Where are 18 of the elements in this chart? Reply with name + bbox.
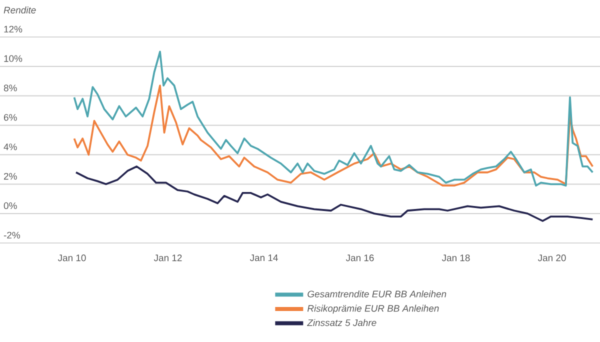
- y-tick-label: -2%: [4, 232, 20, 238]
- x-tick-label: Jan 18: [442, 254, 470, 262]
- y-tick-label: 6%: [4, 114, 17, 121]
- x-tick-label: Jan 16: [346, 254, 374, 262]
- legend-label: Risikoprämie EUR BB Anleihen: [307, 304, 439, 314]
- legend-label: Zinssatz 5 Jahre: [306, 319, 376, 326]
- y-tick-label: 4%: [4, 144, 17, 150]
- x-tick-label: Jan 14: [250, 254, 278, 262]
- y-tick-label: 12%: [4, 26, 22, 32]
- y-axis-title: Rendite: [4, 6, 36, 14]
- y-tick-label: 10%: [4, 55, 22, 62]
- legend-label: Gesamtrendite EUR BB Anleihen: [308, 290, 446, 298]
- y-tick-label: 0%: [4, 202, 17, 210]
- y-tick-label: 2%: [4, 172, 17, 180]
- x-tick-label: Jan 10: [58, 254, 86, 262]
- y-tick-label: 8%: [4, 84, 17, 92]
- x-tick-label: Jan 20: [538, 254, 566, 262]
- x-tick-label: Jan 12: [154, 254, 182, 262]
